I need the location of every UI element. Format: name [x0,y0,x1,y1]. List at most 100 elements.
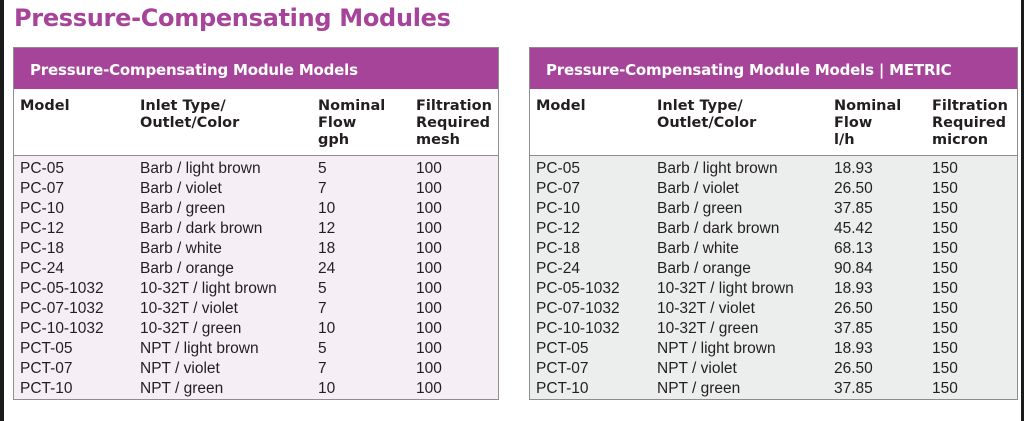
cell-nominal-flow: 37.85 [834,320,873,337]
cell-model: PCT-10 [20,380,73,397]
cell-model: PC-24 [20,260,64,277]
header-filtration: Filtration Required mesh [416,98,492,148]
cell-filtration: 150 [932,340,958,357]
imperial-table-title: Pressure-Compensating Module Models [14,48,498,89]
cell-filtration: 150 [932,260,958,277]
table-row: PC-12 Barb / dark brown 45.42 150 [530,219,1017,239]
imperial-table-body: PC-05 Barb / light brown 5 100 PC-07 Barb / v… [14,156,498,399]
header-nominal-flow: Nominal Flow gph [318,98,386,148]
cell-model: PC-05-1032 [536,280,620,297]
table-row: PCT-10 NPT / green 37.85 150 [530,379,1017,399]
cell-filtration: 150 [932,280,958,297]
cell-model: PC-05 [536,160,580,177]
cell-nominal-flow: 10 [318,380,336,397]
cell-nominal-flow: 5 [318,280,327,297]
cell-filtration: 100 [416,260,442,277]
table-row: PC-24 Barb / orange 90.84 150 [530,259,1017,279]
cell-inlet-outlet-color: 10-32T / violet [657,300,755,317]
metric-models-table: Pressure-Compensating Module Models | ME… [529,47,1018,400]
cell-filtration: 150 [932,220,958,237]
page-title: Pressure-Compensating Modules [14,4,451,32]
cell-filtration: 150 [932,320,958,337]
cell-inlet-outlet-color: Barb / white [140,240,222,257]
cell-model: PCT-07 [536,360,589,377]
cell-nominal-flow: 24 [318,260,336,277]
cell-inlet-outlet-color: NPT / light brown [140,340,259,357]
cell-nominal-flow: 26.50 [834,300,873,317]
cell-inlet-outlet-color: Barb / violet [140,180,222,197]
cell-nominal-flow: 68.13 [834,240,873,257]
cell-filtration: 100 [416,280,442,297]
cell-nominal-flow: 18.93 [834,280,873,297]
cell-model: PCT-05 [20,340,73,357]
table-row: PC-10-1032 10-32T / green 10 100 [14,319,498,339]
table-row: PC-18 Barb / white 18 100 [14,239,498,259]
cell-nominal-flow: 18.93 [834,160,873,177]
metric-table-body: PC-05 Barb / light brown 18.93 150 PC-07 Barb… [530,156,1017,399]
cell-model: PC-10 [20,200,64,217]
cell-model: PCT-07 [20,360,73,377]
cell-nominal-flow: 7 [318,300,327,317]
table-row: PC-10-1032 10-32T / green 37.85 150 [530,319,1017,339]
cell-inlet-outlet-color: 10-32T / violet [140,300,238,317]
cell-model: PC-07 [536,180,580,197]
cell-inlet-outlet-color: Barb / dark brown [140,220,263,237]
header-inlet-outlet-color: Inlet Type/ Outlet/Color [657,98,757,131]
table-row: PC-07-1032 10-32T / violet 26.50 150 [530,299,1017,319]
cell-model: PC-10 [536,200,580,217]
cell-filtration: 150 [932,240,958,257]
header-filtration: Filtration Required micron [932,98,1008,148]
table-row: PC-07 Barb / violet 26.50 150 [530,179,1017,199]
imperial-table-header: Model Inlet Type/ Outlet/Color Nominal F… [14,89,498,156]
cell-nominal-flow: 45.42 [834,220,873,237]
table-row: PC-05 Barb / light brown 18.93 150 [530,159,1017,179]
cell-filtration: 100 [416,240,442,257]
table-row: PC-07-1032 10-32T / violet 7 100 [14,299,498,319]
cell-nominal-flow: 12 [318,220,336,237]
cell-model: PC-24 [536,260,580,277]
cell-nominal-flow: 18 [318,240,336,257]
table-row: PC-10 Barb / green 10 100 [14,199,498,219]
header-model: Model [536,98,586,114]
table-row: PCT-05 NPT / light brown 18.93 150 [530,339,1017,359]
cell-model: PCT-05 [536,340,589,357]
cell-model: PC-07-1032 [536,300,620,317]
cell-nominal-flow: 5 [318,160,327,177]
cell-nominal-flow: 7 [318,360,327,377]
table-row: PC-12 Barb / dark brown 12 100 [14,219,498,239]
imperial-models-table: Pressure-Compensating Module Models Mode… [13,47,499,400]
cell-inlet-outlet-color: Barb / light brown [657,160,778,177]
table-row: PCT-07 NPT / violet 26.50 150 [530,359,1017,379]
cell-model: PC-12 [536,220,580,237]
cell-nominal-flow: 26.50 [834,180,873,197]
cell-nominal-flow: 37.85 [834,380,873,397]
right-frame-edge [1021,0,1024,421]
metric-table-title: Pressure-Compensating Module Models | ME… [530,48,1017,89]
table-row: PC-07 Barb / violet 7 100 [14,179,498,199]
table-row: PCT-10 NPT / green 10 100 [14,379,498,399]
cell-filtration: 150 [932,360,958,377]
cell-model: PC-05 [20,160,64,177]
cell-nominal-flow: 37.85 [834,200,873,217]
cell-nominal-flow: 18.93 [834,340,873,357]
cell-inlet-outlet-color: NPT / green [657,380,741,397]
cell-filtration: 100 [416,160,442,177]
cell-model: PC-07-1032 [20,300,104,317]
cell-filtration: 100 [416,200,442,217]
table-row: PC-18 Barb / white 68.13 150 [530,239,1017,259]
cell-model: PC-12 [20,220,64,237]
table-row: PCT-07 NPT / violet 7 100 [14,359,498,379]
cell-filtration: 150 [932,300,958,317]
cell-nominal-flow: 90.84 [834,260,873,277]
cell-filtration: 150 [932,180,958,197]
cell-model: PC-10-1032 [536,320,620,337]
table-row: PC-05-1032 10-32T / light brown 18.93 150 [530,279,1017,299]
cell-inlet-outlet-color: Barb / violet [657,180,739,197]
cell-inlet-outlet-color: NPT / violet [140,360,220,377]
cell-inlet-outlet-color: NPT / green [140,380,224,397]
header-nominal-flow: Nominal Flow l/h [834,98,902,148]
cell-nominal-flow: 10 [318,200,336,217]
cell-filtration: 100 [416,300,442,317]
cell-inlet-outlet-color: 10-32T / light brown [657,280,794,297]
cell-inlet-outlet-color: Barb / light brown [140,160,261,177]
